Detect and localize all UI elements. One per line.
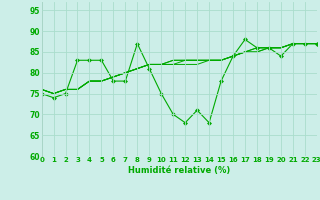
X-axis label: Humidité relative (%): Humidité relative (%) — [128, 166, 230, 175]
